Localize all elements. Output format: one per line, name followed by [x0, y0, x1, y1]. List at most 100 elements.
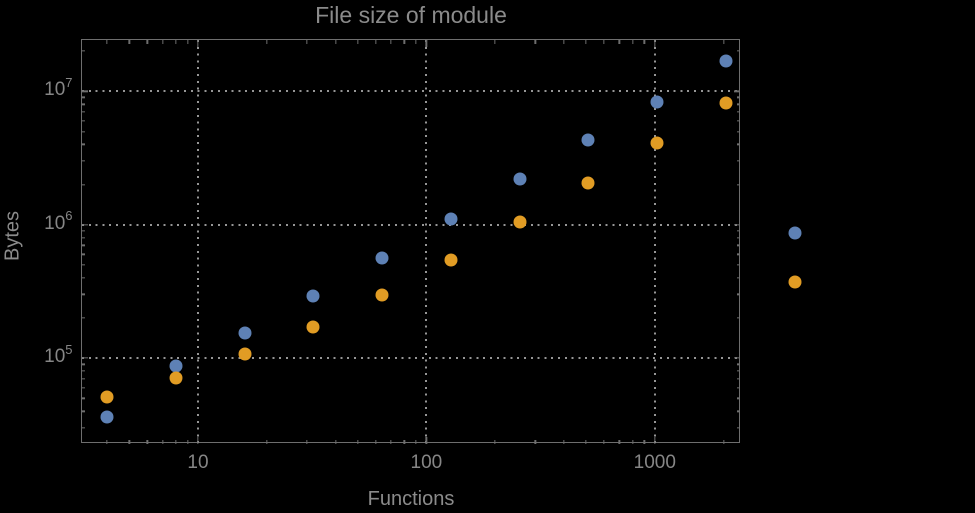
- y-tick-mirror: [736, 378, 740, 380]
- data-point-series-1-blue: [306, 289, 320, 303]
- x-tick: [186, 440, 189, 444]
- y-tick: [81, 244, 85, 247]
- y-tick: [81, 427, 85, 429]
- x-tick-mirror: [306, 40, 308, 44]
- data-point-series-2-orange: [375, 288, 389, 302]
- y-tick-mirror: [736, 293, 740, 296]
- x-tick: [161, 440, 164, 444]
- x-tick-mirror: [266, 40, 268, 44]
- x-tick: [415, 440, 417, 444]
- gridline-y-10e7: [81, 90, 740, 93]
- x-tick: [403, 440, 405, 444]
- data-point-series-2-orange: [238, 347, 252, 361]
- gridline-y-10e5: [81, 357, 740, 360]
- y-tick: [81, 397, 85, 399]
- x-tick: [585, 440, 587, 444]
- x-tick: [175, 440, 177, 444]
- x-tick-label: 1000: [633, 451, 676, 473]
- y-tick: [81, 370, 85, 372]
- x-tick-mirror: [632, 40, 634, 44]
- gridline-y-10e6: [81, 223, 740, 226]
- x-tick: [618, 440, 621, 444]
- x-tick-mirror: [390, 40, 392, 44]
- y-tick-mirror: [736, 370, 740, 372]
- y-tick-label: 105: [44, 341, 73, 368]
- data-point-series-2-orange: [169, 371, 183, 385]
- y-tick-mirror: [736, 244, 740, 247]
- data-point-series-1-blue: [719, 54, 733, 68]
- x-tick-mirror: [146, 40, 148, 44]
- x-tick-mirror: [186, 40, 189, 44]
- x-tick-mirror: [585, 40, 587, 44]
- y-tick: [81, 111, 85, 113]
- x-tick: [563, 440, 565, 444]
- x-tick-mirror: [334, 40, 337, 44]
- y-tick-mirror: [736, 317, 740, 319]
- y-tick: [81, 277, 85, 279]
- x-tick: [375, 440, 377, 444]
- y-tick: [81, 387, 85, 389]
- x-tick-mirror: [106, 40, 108, 44]
- data-point-series-1-blue: [513, 172, 527, 186]
- x-tick-label: 10: [187, 451, 209, 473]
- y-tick-mirror: [736, 387, 740, 389]
- y-tick-mirror: [736, 264, 740, 266]
- y-tick-mirror: [736, 111, 740, 113]
- x-tick-mirror: [494, 40, 496, 44]
- x-tick: [334, 440, 337, 444]
- data-point-series-2-orange: [650, 136, 664, 150]
- y-tick: [81, 410, 85, 412]
- y-tick: [81, 378, 85, 380]
- y-tick-mirror: [733, 357, 740, 359]
- y-tick: [81, 120, 85, 122]
- x-tick: [146, 440, 148, 444]
- x-tick: [106, 440, 108, 444]
- y-tick-mirror: [733, 90, 740, 92]
- y-tick: [81, 50, 85, 52]
- y-tick-label: 106: [44, 208, 73, 234]
- y-tick: [81, 143, 85, 146]
- data-point-series-2-orange: [788, 275, 802, 289]
- y-axis-label: Bytes: [1, 210, 24, 262]
- data-point-series-1-blue: [100, 410, 114, 424]
- y-tick-mirror: [736, 143, 740, 146]
- x-tick-mirror: [197, 40, 199, 47]
- y-tick: [81, 183, 85, 186]
- x-tick-mirror: [534, 40, 537, 44]
- x-tick: [632, 440, 634, 444]
- data-point-series-2-orange: [719, 96, 733, 110]
- x-tick-mirror: [654, 40, 656, 47]
- x-tick-mirror: [618, 40, 621, 44]
- y-tick: [81, 264, 85, 266]
- x-tick: [306, 440, 308, 444]
- data-point-series-2-orange: [513, 215, 527, 229]
- x-tick: [128, 440, 130, 444]
- x-tick-label: 100: [410, 451, 443, 473]
- plot-frame: [81, 39, 740, 443]
- x-tick: [266, 440, 268, 444]
- y-tick-mirror: [736, 50, 740, 52]
- y-tick-mirror: [733, 224, 740, 226]
- y-tick: [81, 237, 85, 239]
- gridline-x-10: [196, 40, 199, 444]
- y-tick: [81, 160, 85, 162]
- x-tick-mirror: [563, 40, 565, 44]
- y-tick: [81, 253, 85, 255]
- x-tick-mirror: [643, 40, 645, 44]
- y-tick: [81, 96, 85, 99]
- x-tick-mirror: [175, 40, 177, 44]
- y-tick: [81, 357, 88, 359]
- y-tick-mirror: [736, 96, 740, 99]
- data-point-series-2-orange: [581, 176, 595, 190]
- data-point-series-2-orange: [306, 320, 320, 334]
- data-point-series-1-blue: [444, 212, 458, 226]
- x-tick-mirror: [356, 40, 359, 44]
- y-tick-mirror: [736, 120, 740, 122]
- y-tick: [81, 130, 85, 133]
- y-tick-mirror: [736, 410, 740, 412]
- data-point-series-1-blue: [238, 326, 252, 340]
- x-tick: [534, 440, 537, 444]
- data-point-series-1-blue: [581, 133, 595, 147]
- chart-title: File size of module: [315, 2, 507, 28]
- x-tick-mirror: [161, 40, 164, 44]
